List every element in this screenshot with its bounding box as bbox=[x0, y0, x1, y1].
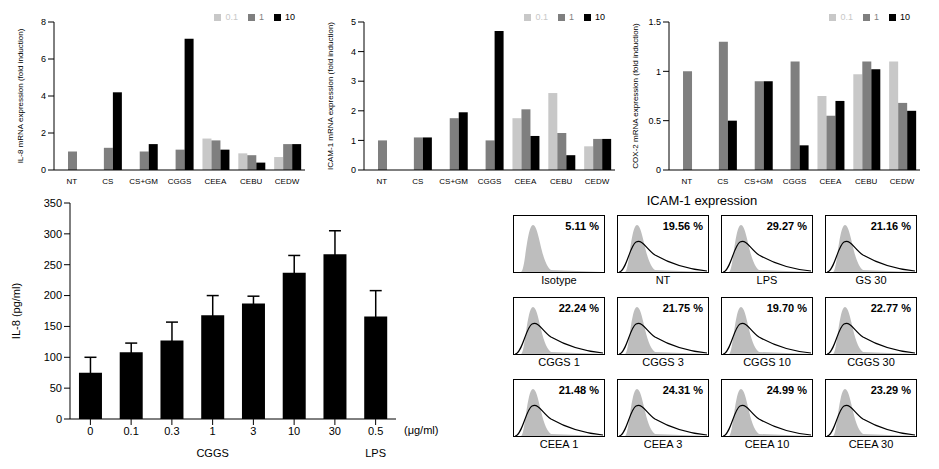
svg-text:100: 100 bbox=[44, 351, 62, 363]
svg-text:21.48 %: 21.48 % bbox=[559, 384, 600, 396]
svg-text:19.56 %: 19.56 % bbox=[663, 220, 704, 232]
svg-text:2: 2 bbox=[41, 128, 46, 138]
svg-text:1.5: 1.5 bbox=[648, 17, 661, 27]
svg-text:4: 4 bbox=[41, 91, 46, 101]
html-text:CEEA 10: CEEA 10 bbox=[744, 438, 790, 450]
svg-text:CEDW: CEDW bbox=[890, 177, 915, 186]
svg-text:CS: CS bbox=[412, 177, 423, 186]
svg-text:5: 5 bbox=[351, 17, 356, 27]
svg-text:CGGS: CGGS bbox=[783, 177, 807, 186]
svg-text:IL-8 (pg/ml): IL-8 (pg/ml) bbox=[10, 283, 22, 339]
svg-text:CEEA: CEEA bbox=[514, 177, 536, 186]
svg-text:CS+GM: CS+GM bbox=[129, 177, 158, 186]
svg-text:LPS: LPS bbox=[365, 447, 386, 459]
html-text:CEEA 1: CEEA 1 bbox=[539, 438, 579, 450]
svg-text:250: 250 bbox=[44, 259, 62, 271]
svg-text:0: 0 bbox=[41, 165, 46, 175]
svg-text:0: 0 bbox=[56, 413, 62, 425]
html-text:CGGS 3: CGGS 3 bbox=[642, 356, 684, 368]
svg-text:(μg/ml): (μg/ml) bbox=[404, 424, 438, 436]
html-text:CEEA 3: CEEA 3 bbox=[643, 438, 683, 450]
svg-text:3: 3 bbox=[250, 425, 256, 437]
svg-text:COX-2 mRNA expression (fold in: COX-2 mRNA expression (fold induction) bbox=[631, 23, 640, 169]
svg-text:CS+GM: CS+GM bbox=[744, 177, 773, 186]
svg-text:24.31 %: 24.31 % bbox=[663, 384, 704, 396]
svg-text:2: 2 bbox=[351, 106, 356, 116]
svg-text:CGGS: CGGS bbox=[478, 177, 502, 186]
svg-text:NT: NT bbox=[377, 177, 388, 186]
svg-text:19.70 %: 19.70 % bbox=[767, 302, 808, 314]
svg-text:CGGS: CGGS bbox=[168, 177, 192, 186]
html-text:GS 30: GS 30 bbox=[855, 274, 887, 286]
svg-text:CEDW: CEDW bbox=[585, 177, 610, 186]
svg-text:8: 8 bbox=[41, 17, 46, 27]
svg-text:NT: NT bbox=[682, 177, 693, 186]
svg-text:21.75 %: 21.75 % bbox=[663, 302, 704, 314]
html-text:10: 10 bbox=[595, 12, 605, 22]
svg-text:50: 50 bbox=[50, 382, 62, 394]
svg-text:300: 300 bbox=[44, 228, 62, 240]
svg-text:6: 6 bbox=[41, 54, 46, 64]
html-text:CGGS 30: CGGS 30 bbox=[847, 356, 895, 368]
svg-text:CEBU: CEBU bbox=[550, 177, 572, 186]
svg-text:1: 1 bbox=[351, 136, 356, 146]
svg-text:CS: CS bbox=[102, 177, 113, 186]
html-text:NT: NT bbox=[655, 274, 671, 286]
svg-text:1: 1 bbox=[210, 425, 216, 437]
svg-text:3: 3 bbox=[351, 76, 356, 86]
svg-text:10: 10 bbox=[288, 425, 300, 437]
html-text:CGGS 10: CGGS 10 bbox=[743, 356, 791, 368]
svg-text:0: 0 bbox=[87, 425, 93, 437]
svg-text:350: 350 bbox=[44, 197, 62, 209]
svg-text:CEBU: CEBU bbox=[855, 177, 877, 186]
svg-text:29.27 %: 29.27 % bbox=[767, 220, 808, 232]
svg-text:200: 200 bbox=[44, 289, 62, 301]
svg-text:CS+GM: CS+GM bbox=[439, 177, 468, 186]
html-text:10: 10 bbox=[285, 12, 295, 22]
html-text:Isotype: Isotype bbox=[541, 274, 577, 286]
svg-text:IL-8 mRNA expression (fold ind: IL-8 mRNA expression (fold induction) bbox=[16, 28, 25, 163]
svg-text:0.1: 0.1 bbox=[123, 425, 138, 437]
html-text:1: 1 bbox=[259, 12, 264, 22]
svg-text:CEEA: CEEA bbox=[819, 177, 841, 186]
svg-text:CS: CS bbox=[717, 177, 728, 186]
html-text:0.1: 0.1 bbox=[225, 12, 238, 22]
svg-text:4: 4 bbox=[351, 47, 356, 57]
svg-text:ICAM-1 mRNA expression (fold i: ICAM-1 mRNA expression (fold induction) bbox=[326, 22, 335, 170]
svg-text:0: 0 bbox=[351, 165, 356, 175]
svg-text:23.29 %: 23.29 % bbox=[871, 384, 912, 396]
svg-text:5.11 %: 5.11 % bbox=[565, 220, 599, 232]
html-text:CEEA 30: CEEA 30 bbox=[848, 438, 894, 450]
svg-text:150: 150 bbox=[44, 320, 62, 332]
html-text:ICAM-1 expression: ICAM-1 expression bbox=[646, 193, 758, 208]
svg-text:0.5: 0.5 bbox=[648, 116, 661, 126]
svg-text:1: 1 bbox=[656, 67, 661, 77]
svg-text:CEBU: CEBU bbox=[240, 177, 262, 186]
svg-text:0.3: 0.3 bbox=[164, 425, 179, 437]
html-text:CGGS 1: CGGS 1 bbox=[538, 356, 580, 368]
svg-text:24.99 %: 24.99 % bbox=[767, 384, 808, 396]
svg-text:0: 0 bbox=[656, 165, 661, 175]
html-text:LPS: LPS bbox=[756, 274, 778, 286]
svg-text:21.16 %: 21.16 % bbox=[871, 220, 912, 232]
html-text:10: 10 bbox=[900, 12, 910, 22]
svg-text:CEEA: CEEA bbox=[204, 177, 226, 186]
svg-text:CEDW: CEDW bbox=[275, 177, 300, 186]
html-text:1: 1 bbox=[874, 12, 879, 22]
svg-text:22.24 %: 22.24 % bbox=[559, 302, 600, 314]
svg-text:NT: NT bbox=[67, 177, 78, 186]
html-text:0.1: 0.1 bbox=[840, 12, 853, 22]
html-text:0.1: 0.1 bbox=[535, 12, 548, 22]
html-text:1: 1 bbox=[569, 12, 574, 22]
svg-text:30: 30 bbox=[329, 425, 341, 437]
svg-text:22.77 %: 22.77 % bbox=[871, 302, 912, 314]
svg-text:0.5: 0.5 bbox=[368, 425, 383, 437]
svg-text:CGGS: CGGS bbox=[196, 447, 228, 459]
